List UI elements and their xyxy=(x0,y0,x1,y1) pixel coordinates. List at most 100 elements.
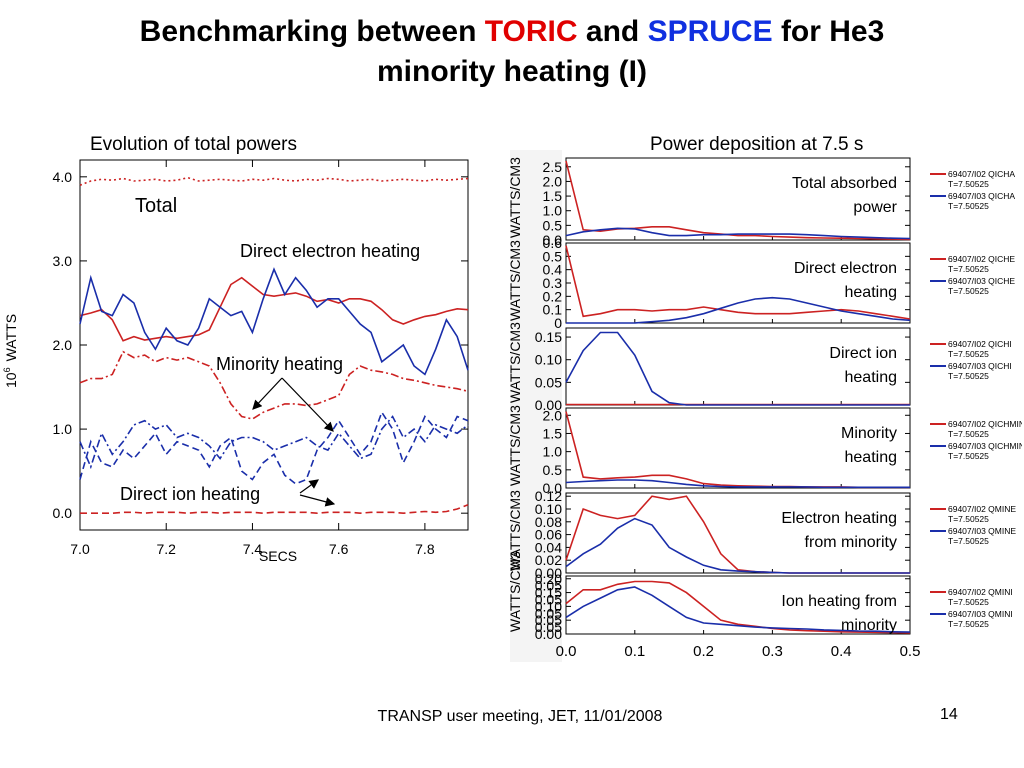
legend-entry: 69407/I03 QICHA xyxy=(948,191,1015,201)
legend-entry: 69407/I03 QICHI xyxy=(948,361,1012,371)
panel-label: heating xyxy=(845,449,898,466)
x-tick-label: 7.2 xyxy=(156,541,176,557)
y-tick-label: 0.10 xyxy=(535,598,562,614)
x-tick-label: 7.4 xyxy=(243,541,263,557)
y-tick-label: 0.15 xyxy=(535,329,562,345)
y-tick-label: 0.05 xyxy=(535,591,562,607)
x-tick-label: 0.3 xyxy=(762,643,783,660)
y-tick-label: 1.0 xyxy=(543,203,563,219)
arrow-ion-toric xyxy=(299,494,336,507)
panel-frame xyxy=(565,157,911,241)
panel-label: Ion heating from xyxy=(781,593,897,610)
series-min_toric xyxy=(79,350,469,420)
y-axis-label-strip xyxy=(510,150,562,662)
y-tick-label: 0.08 xyxy=(535,514,562,530)
series-ion_toric xyxy=(80,504,469,515)
y-tick-label: 1.0 xyxy=(543,444,563,460)
y-tick-label: 2.0 xyxy=(543,407,563,423)
y-tick-label: 0.02 xyxy=(535,552,562,568)
title-text-end: for He3 xyxy=(772,15,885,48)
y-tick-label: 0.2 xyxy=(543,288,563,304)
y-axis-label: WATTS/CM3 xyxy=(507,240,523,321)
series-total_toric xyxy=(79,176,469,186)
footer-text: TRANSP user meeting, JET, 11/01/2008 xyxy=(377,708,663,725)
y-tick-label: 0.05 xyxy=(535,612,562,628)
y-axis-label: WATTS/CM3 xyxy=(507,490,523,571)
panel-label: Total absorbed xyxy=(792,175,897,192)
spruce-line xyxy=(566,296,911,324)
toric-line xyxy=(565,245,911,320)
y-tick-label: 0.0 xyxy=(543,480,563,496)
legend-time: T=7.50525 xyxy=(948,536,989,546)
legend-time: T=7.50525 xyxy=(948,349,989,359)
x-tick-label: 7.0 xyxy=(70,541,90,557)
y-tick-label: 0.5 xyxy=(543,462,563,478)
y-axis-label-exponent: 6 xyxy=(2,367,12,372)
slide-title: Benchmarking between TORIC and SPRUCE fo… xyxy=(0,12,1024,92)
legend-time: T=7.50525 xyxy=(948,264,989,274)
legend-time: T=7.50525 xyxy=(948,429,989,439)
x-tick-label: 0.1 xyxy=(624,643,645,660)
y-tick-label: 0 xyxy=(554,315,562,331)
spruce-line xyxy=(565,331,910,406)
arrow-minority-spruce xyxy=(281,377,334,432)
y-axis-label: WATTS/CM3 xyxy=(507,551,523,632)
y-tick-label: 4.0 xyxy=(53,169,73,185)
legend-entry: 69407/I02 QICHA xyxy=(948,169,1015,179)
annotation-direct-ion: Direct ion heating xyxy=(120,484,260,504)
annotation-direct-electron: Direct electron heating xyxy=(240,241,420,261)
y-axis-label: WATTS/CM3 xyxy=(507,405,523,486)
y-tick-label: 0.15 xyxy=(535,585,562,601)
title-spruce: SPRUCE xyxy=(647,15,773,48)
legend-time: T=7.50525 xyxy=(948,179,989,189)
x-tick-label: 0.5 xyxy=(900,643,921,660)
y-tick-label: 0.05 xyxy=(535,619,562,635)
y-tick-label: 2.0 xyxy=(543,173,563,189)
slide-title-line2: minority heating (I) xyxy=(377,55,647,88)
series-ion_spruce xyxy=(79,410,469,485)
y-tick-label: 2.0 xyxy=(53,337,73,353)
panel-1: 0.00.51.01.52.02.5 WATTS/CM3 Total absorbe… xyxy=(507,157,1015,248)
panel-label: Electron heating xyxy=(781,510,897,527)
x-axis-label: SECS xyxy=(259,548,297,564)
legend-entry: 69407/I03 QMINI xyxy=(948,609,1013,619)
series-elec_spruce xyxy=(79,267,469,376)
y-tick-label: 0.0 xyxy=(53,505,73,521)
legend-entry: 69407/I02 QICHMIN xyxy=(948,419,1022,429)
title-text-start: Benchmarking between xyxy=(139,15,485,48)
legend-time: T=7.50525 xyxy=(948,597,989,607)
arrow-ion-spruce xyxy=(299,479,319,494)
panel-6: 0.000.050.100.150.200.050.050.050.05WATT… xyxy=(507,551,1013,642)
y-tick-label: 2.5 xyxy=(543,159,563,175)
panel-label: power xyxy=(853,199,897,216)
y-tick-label: 0.5 xyxy=(543,248,563,264)
y-tick-label: 0.10 xyxy=(535,501,562,517)
title-text-and: and xyxy=(577,15,648,48)
y-axis-label: 106 WATTS xyxy=(2,314,19,388)
panel-2: 00.10.20.30.40.50.6 WATTS/CM3 Direct elect… xyxy=(507,235,1015,331)
legend-entry: 69407/I02 QMINE xyxy=(948,504,1016,514)
legend-time: T=7.50525 xyxy=(948,619,989,629)
panel-label: Direct electron xyxy=(794,260,897,277)
y-tick-label: 1.5 xyxy=(543,188,563,204)
total-powers-chart: 0.0 1.0 2.0 3.0 4.0 7.0 7.2 7.4 7.6 7.8 SECS 106 WAT… xyxy=(2,159,469,564)
legend-time: T=7.50525 xyxy=(948,371,989,381)
y-tick-label: 0.5 xyxy=(543,217,563,233)
y-tick-label: 0.05 xyxy=(535,605,562,621)
legend-entry: 69407/I03 QICHMIN xyxy=(948,441,1022,451)
x-tick-label: 7.8 xyxy=(415,541,435,557)
panel-label: Direct ion xyxy=(829,345,897,362)
panel-label: heating xyxy=(845,284,898,301)
y-tick-label: 0.06 xyxy=(535,527,562,543)
y-tick-label: 0.6 xyxy=(543,235,563,251)
slide-title-line1: Benchmarking between TORIC and SPRUCE fo… xyxy=(0,12,1024,52)
x-tick-label: 7.6 xyxy=(329,541,349,557)
legend-entry: 69407/I02 QICHE xyxy=(948,254,1015,264)
panel-frame xyxy=(565,492,911,574)
y-tick-label: 0.1 xyxy=(543,302,563,318)
legend-entry: 69407/I02 QMINI xyxy=(948,587,1013,597)
spruce-line xyxy=(565,586,911,633)
y-axis-label: WATTS/CM3 xyxy=(507,322,523,403)
toric-line xyxy=(565,580,911,634)
panel-label: from minority xyxy=(805,534,897,551)
